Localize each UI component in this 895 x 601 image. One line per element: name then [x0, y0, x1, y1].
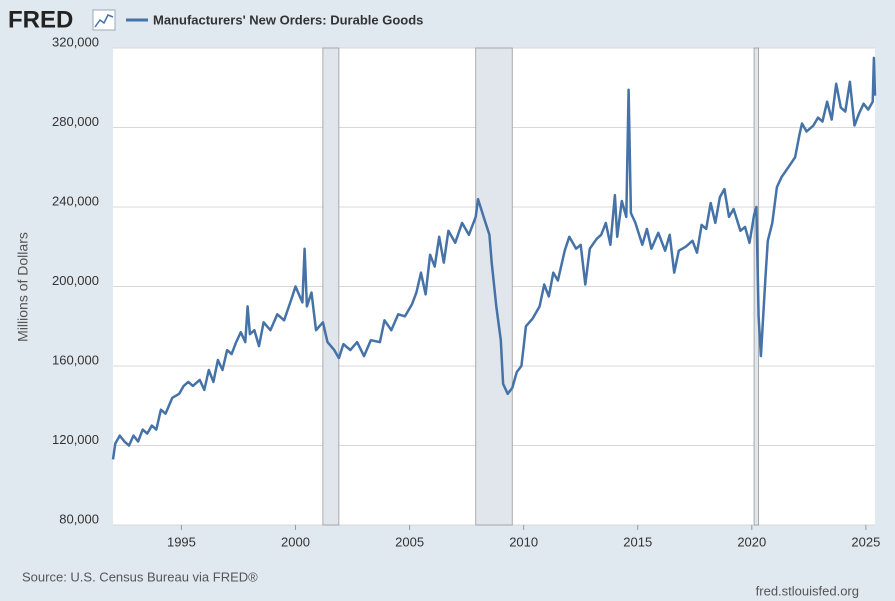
x-tick-label: 2020: [737, 534, 766, 549]
x-tick-label: 2000: [281, 534, 310, 549]
x-tick-label: 2010: [509, 534, 538, 549]
y-tick-label: 120,000: [52, 432, 99, 447]
logo-icon: [92, 9, 116, 31]
x-tick-label: 2015: [623, 534, 652, 549]
source: Source: U.S. Census Bureau via FRED®: [22, 569, 258, 584]
x-tick-label: 2005: [395, 534, 424, 549]
y-tick-label: 200,000: [52, 273, 99, 288]
y-tick-label: 160,000: [52, 352, 99, 367]
x-tick-label: 1995: [167, 534, 196, 549]
x-tick-label: 2025: [851, 534, 880, 549]
y-tick-label: 280,000: [52, 114, 99, 129]
recession-shade: [322, 47, 340, 526]
legend-label: Manufacturers' New Orders: Durable Goods: [153, 12, 423, 27]
site: fred.stlouisfed.org: [756, 583, 859, 598]
y-tick-label: 320,000: [52, 34, 99, 49]
y-tick-label: 240,000: [52, 193, 99, 208]
logo: FRED: [8, 6, 73, 33]
y-axis-label: Millions of Dollars: [15, 232, 31, 342]
y-tick-label: 80,000: [59, 511, 99, 526]
data-line: [111, 56, 877, 460]
